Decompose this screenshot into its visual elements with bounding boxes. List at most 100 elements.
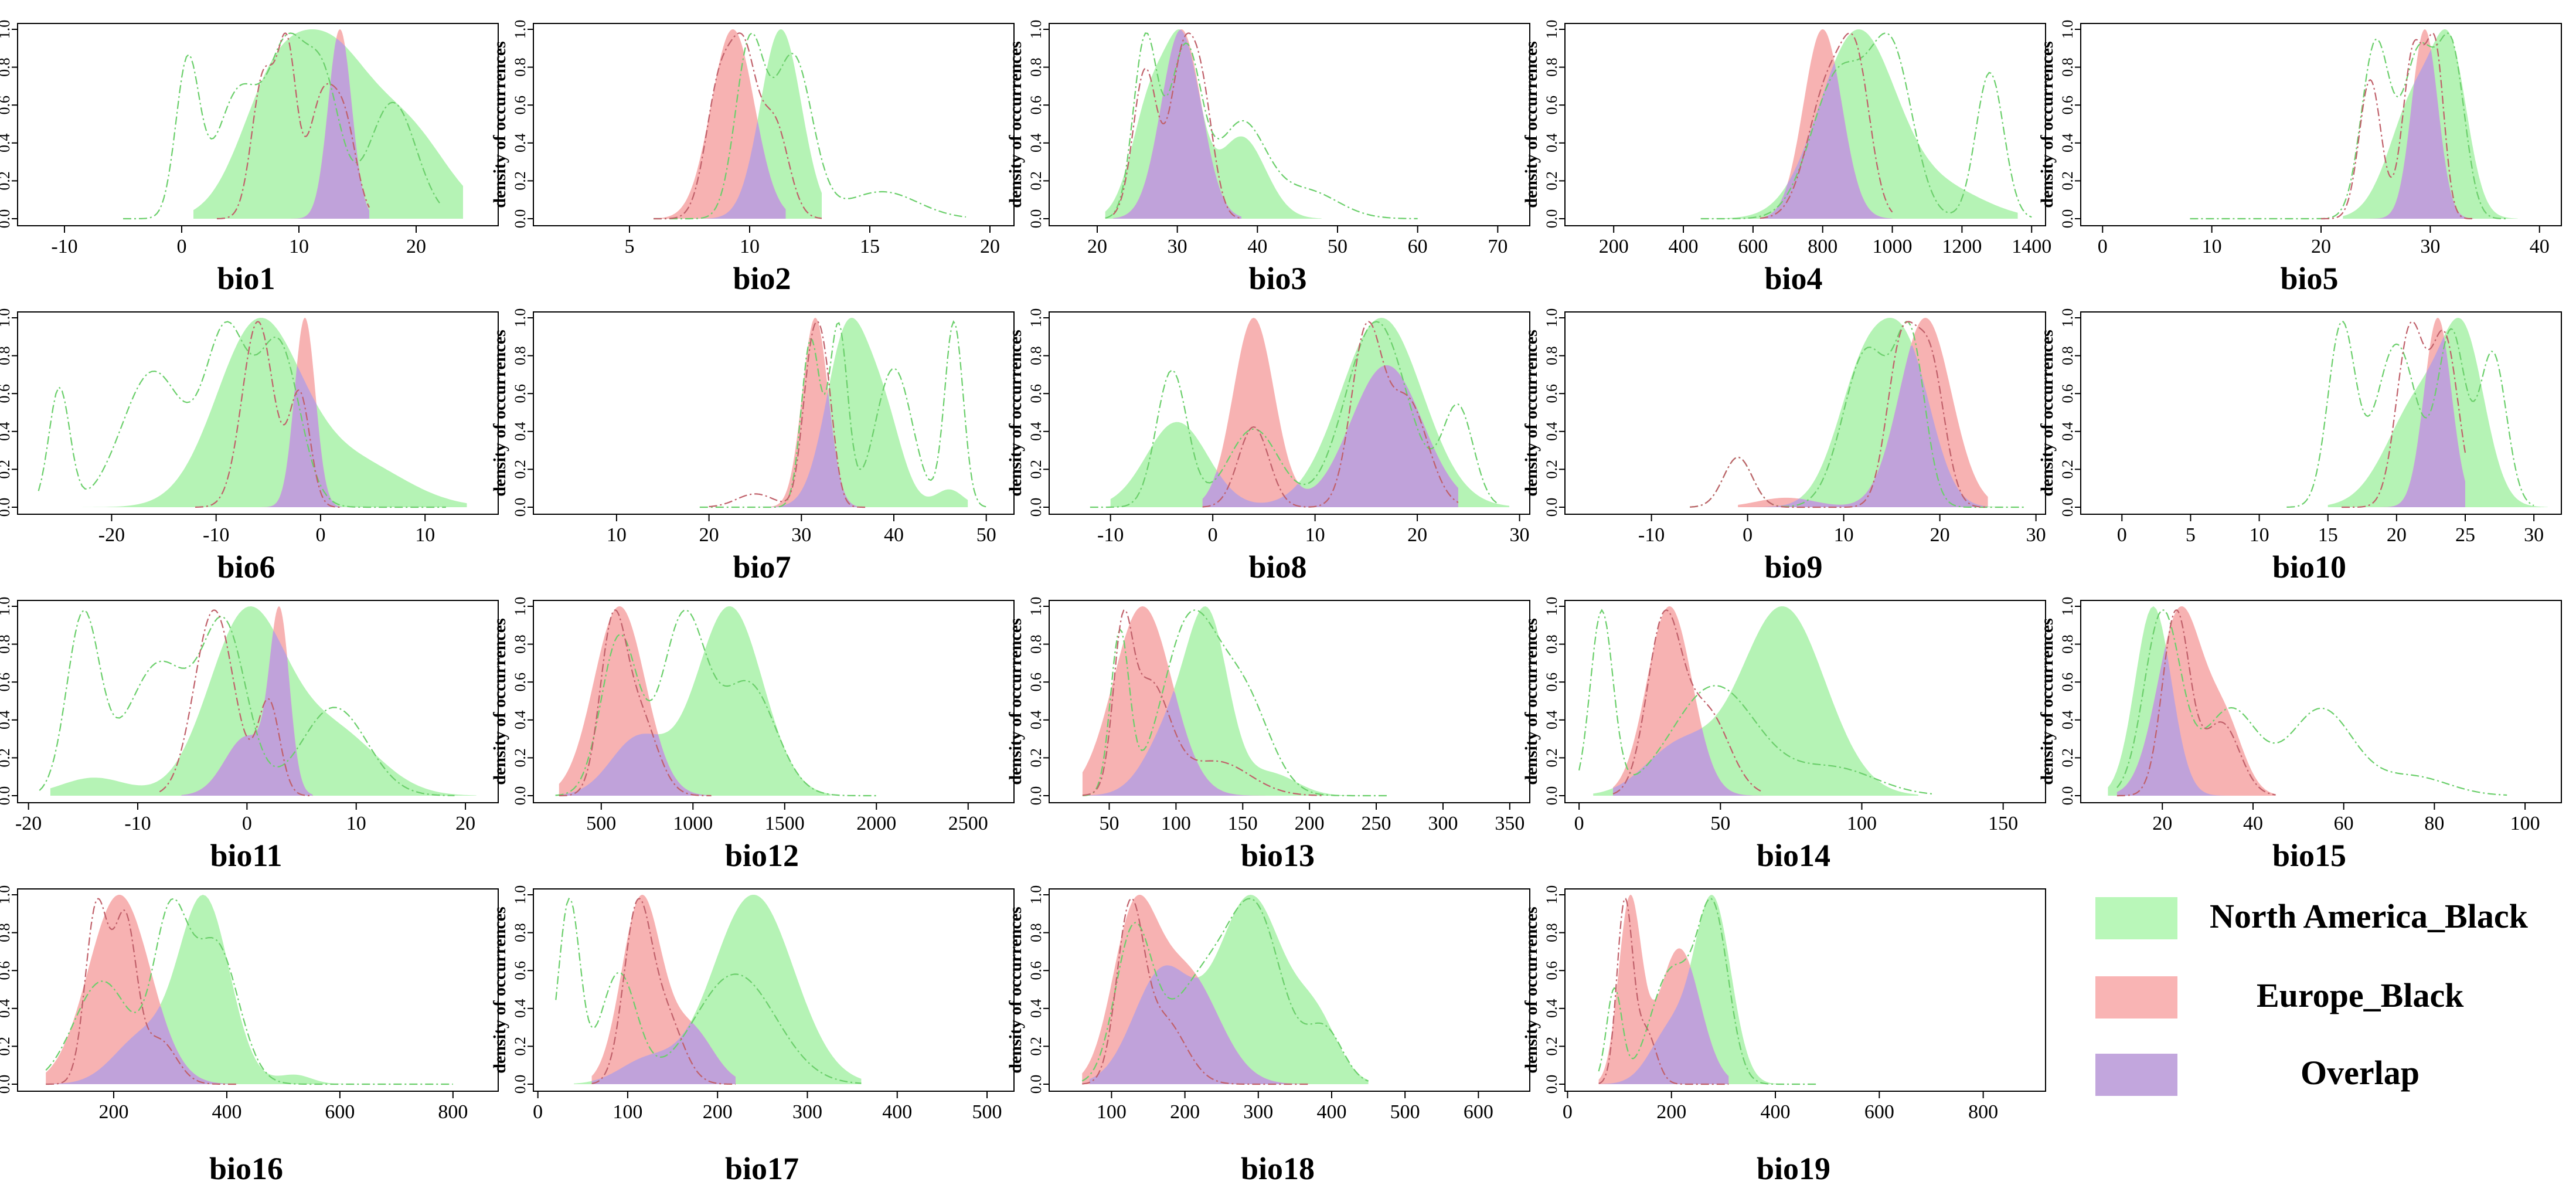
y-tick-label: 0.2	[1027, 748, 1044, 768]
y-tick-label: 0.0	[1027, 209, 1044, 229]
y-tick-label: 0.6	[2059, 673, 2076, 692]
legend-label-overlap: Overlap	[2301, 1054, 2420, 1092]
north-america-occurrence-line	[1082, 609, 1390, 797]
y-tick-label: 0.0	[512, 209, 529, 229]
x-tick-label: 50	[1710, 813, 1730, 834]
legend-swatch-north-america	[2095, 897, 2177, 939]
x-tick-label: 350	[1495, 813, 1524, 834]
europe-occurrence-line	[195, 321, 342, 508]
y-tick-label: 0.0	[2059, 786, 2076, 806]
overlap-density-area	[1113, 29, 1241, 219]
europe-occurrence-line	[1598, 898, 1729, 1085]
y-tick-label: 0.0	[0, 786, 13, 806]
panel-title: bio3	[1248, 261, 1306, 296]
europe-occurrence-line	[591, 898, 736, 1085]
plot-frame	[1049, 888, 1530, 1092]
overlap-density-area	[1598, 967, 1729, 1084]
north-america-density-area	[746, 318, 968, 507]
x-tick-label: 0	[533, 1101, 543, 1123]
y-tick-label: 0.8	[0, 634, 13, 654]
y-tick-label: 0.8	[512, 57, 529, 77]
x-tick-label: 20	[699, 524, 719, 546]
x-tick-label: 30	[1510, 524, 1530, 546]
plot-frame	[2080, 311, 2562, 515]
y-tick-label: 0.4	[1027, 999, 1044, 1019]
europe-occurrence-line	[1202, 321, 1459, 508]
x-tick-label: 30	[2026, 524, 2046, 546]
x-tick-label: 600	[1738, 236, 1768, 257]
y-tick-label: 0.4	[0, 134, 13, 152]
y-tick-label: 0.0	[2059, 209, 2076, 229]
plot-frame	[1049, 600, 1530, 803]
y-tick-label: 0.2	[2059, 460, 2076, 479]
legend: North America_Black Europe_Black Overlap	[2095, 897, 2529, 1096]
y-tick-label: 0.6	[1543, 96, 1560, 115]
x-tick-label: 2000	[856, 813, 896, 834]
x-tick-label: 50	[1328, 236, 1347, 257]
overlap-density-area	[559, 734, 712, 796]
y-tick-label: 1.0	[1543, 597, 1560, 616]
x-tick-label: 1200	[1942, 236, 1982, 257]
plot-frame	[533, 888, 1015, 1092]
x-tick-label: 250	[1362, 813, 1391, 834]
y-tick-label: 0.6	[0, 384, 13, 403]
x-tick-label: 100	[1097, 1101, 1127, 1123]
x-tick-label: 40	[2243, 813, 2263, 834]
y-tick-label: 0.0	[512, 786, 529, 806]
north-america-occurrence-line	[2116, 609, 2507, 796]
x-tick-label: 0	[2117, 524, 2127, 546]
y-tick-label: 0.2	[512, 748, 529, 768]
y-tick-label: 0.0	[512, 1075, 529, 1094]
x-tick-label: 100	[612, 1101, 642, 1123]
y-tick-label: 1.0	[1027, 885, 1044, 905]
plot-frame	[17, 888, 499, 1092]
y-tick-label: 0.8	[2059, 346, 2076, 365]
y-tick-label: 0.8	[1027, 57, 1044, 77]
europe-occurrence-line	[1760, 32, 1893, 219]
x-tick-label: 0	[1208, 524, 1218, 546]
legend-label-north-america: North America_Black	[2210, 897, 2529, 935]
legend-swatch-europe	[2095, 976, 2177, 1019]
x-tick-label: 0	[177, 236, 187, 257]
y-tick-label: 0.4	[1543, 711, 1560, 730]
north-america-density-area	[50, 606, 477, 796]
x-tick-label: -10	[124, 813, 151, 834]
y-tick-label: 0.4	[1027, 422, 1044, 442]
y-tick-label: 0.6	[0, 961, 13, 980]
y-axis-label: density of occurrences	[1006, 618, 1025, 785]
x-tick-label: 60	[1408, 236, 1428, 257]
y-tick-label: 0.0	[1543, 1075, 1560, 1094]
y-tick-label: 0.6	[2059, 384, 2076, 403]
overlap-density-area	[591, 1021, 736, 1084]
y-tick-label: 0.6	[1027, 961, 1044, 980]
europe-occurrence-line	[1612, 609, 1763, 795]
panel-title: bio8	[1248, 549, 1306, 585]
y-tick-label: 0.8	[512, 634, 529, 654]
north-america-occurrence-line	[555, 897, 862, 1084]
y-tick-label: 1.0	[1027, 20, 1044, 39]
x-tick-label: 0	[1574, 813, 1584, 834]
y-tick-label: 0.4	[512, 999, 529, 1019]
y-tick-label: 0.6	[0, 673, 13, 692]
y-tick-label: 0.6	[2059, 96, 2076, 115]
y-tick-label: 0.4	[512, 711, 529, 730]
y-tick-label: 0.6	[512, 96, 529, 115]
panel-title: bio6	[217, 549, 275, 585]
x-tick-label: -10	[51, 236, 77, 257]
panel-title: bio5	[2280, 261, 2338, 296]
x-tick-label: 1000	[673, 813, 713, 834]
y-axis-label: density of occurrences	[1006, 41, 1025, 208]
panel-title: bio1	[217, 261, 275, 296]
panel-title: bio18	[1241, 1151, 1315, 1186]
x-tick-label: 200	[99, 1101, 129, 1123]
x-tick-label: 0	[242, 813, 252, 834]
